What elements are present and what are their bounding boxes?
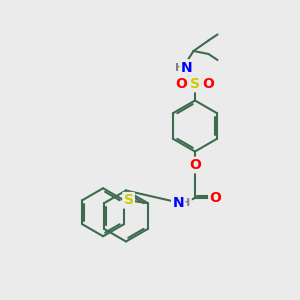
Text: S: S bbox=[190, 77, 200, 91]
Text: H: H bbox=[175, 62, 184, 73]
Text: N: N bbox=[172, 196, 184, 210]
Text: O: O bbox=[209, 191, 221, 205]
Text: O: O bbox=[202, 77, 214, 91]
Text: H: H bbox=[182, 198, 190, 208]
Text: O: O bbox=[189, 158, 201, 172]
Text: N: N bbox=[181, 61, 192, 74]
Text: O: O bbox=[176, 77, 188, 91]
Text: S: S bbox=[124, 193, 134, 207]
